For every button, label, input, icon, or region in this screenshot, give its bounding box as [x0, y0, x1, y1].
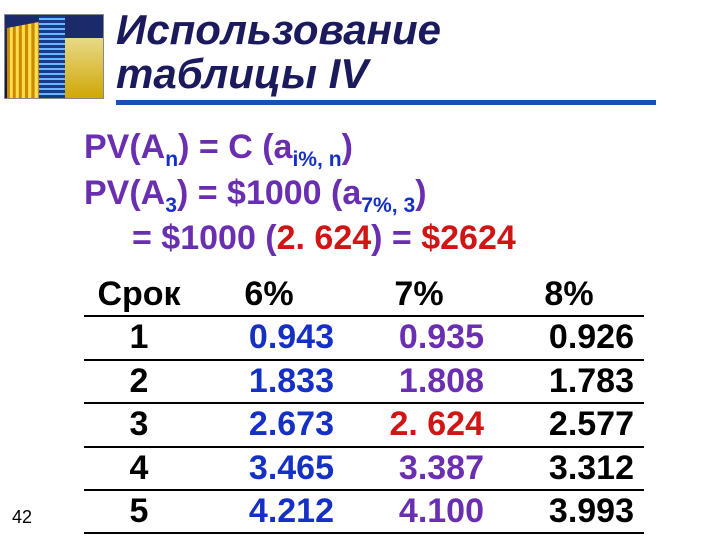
cell-8pct: 3.993 — [494, 490, 644, 533]
cell-6pct: 2.673 — [194, 403, 344, 446]
slide-title: Использование таблицы IV — [116, 8, 720, 96]
cell-period: 3 — [84, 403, 194, 446]
col-8pct: 8% — [494, 274, 644, 316]
cell-6pct: 1.833 — [194, 360, 344, 403]
title-underline — [116, 100, 656, 105]
cell-period: 2 — [84, 360, 194, 403]
formula-line-3: = $1000 (2. 624) = $2624 — [84, 218, 700, 259]
cell-6pct: 0.943 — [194, 316, 344, 359]
table-row: 43.4653.3873.312 — [84, 447, 644, 490]
cell-period: 1 — [84, 316, 194, 359]
table-header-row: Срок 6% 7% 8% — [84, 274, 644, 316]
table-row: 54.2124.1003.993 — [84, 490, 644, 533]
cell-7pct: 2. 624 — [344, 403, 494, 446]
annuity-table: Срок 6% 7% 8% 10.9430.9350.92621.8331.80… — [84, 274, 644, 535]
cell-8pct: 1.783 — [494, 360, 644, 403]
cell-7pct: 3.387 — [344, 447, 494, 490]
cell-7pct: 4.100 — [344, 490, 494, 533]
cell-8pct: 0.926 — [494, 316, 644, 359]
formula-line-1: PV(An) = C (ai%, n) — [84, 127, 700, 173]
cell-7pct: 0.935 — [344, 316, 494, 359]
table-row: 10.9430.9350.926 — [84, 316, 644, 359]
table-row: 21.8331.8081.783 — [84, 360, 644, 403]
formula-line-2: PV(A3) = $1000 (a7%, 3) — [84, 173, 700, 219]
table-body: 10.9430.9350.92621.8331.8081.78332.6732.… — [84, 316, 644, 533]
cell-6pct: 4.212 — [194, 490, 344, 533]
page-number: 42 — [12, 507, 32, 528]
title-line-1: Использование — [116, 6, 441, 53]
cell-period: 5 — [84, 490, 194, 533]
col-7pct: 7% — [344, 274, 494, 316]
col-6pct: 6% — [194, 274, 344, 316]
cell-8pct: 2.577 — [494, 403, 644, 446]
header-image — [4, 14, 104, 99]
cell-8pct: 3.312 — [494, 447, 644, 490]
title-block: Использование таблицы IV — [116, 8, 720, 105]
col-period: Срок — [84, 274, 194, 316]
title-line-2: таблицы IV — [116, 50, 368, 97]
cell-6pct: 3.465 — [194, 447, 344, 490]
cell-7pct: 1.808 — [344, 360, 494, 403]
table-row: 32.6732. 6242.577 — [84, 403, 644, 446]
slide-body: PV(An) = C (ai%, n) PV(A3) = $1000 (a7%,… — [0, 105, 720, 534]
slide-header: Использование таблицы IV — [0, 0, 720, 105]
cell-period: 4 — [84, 447, 194, 490]
